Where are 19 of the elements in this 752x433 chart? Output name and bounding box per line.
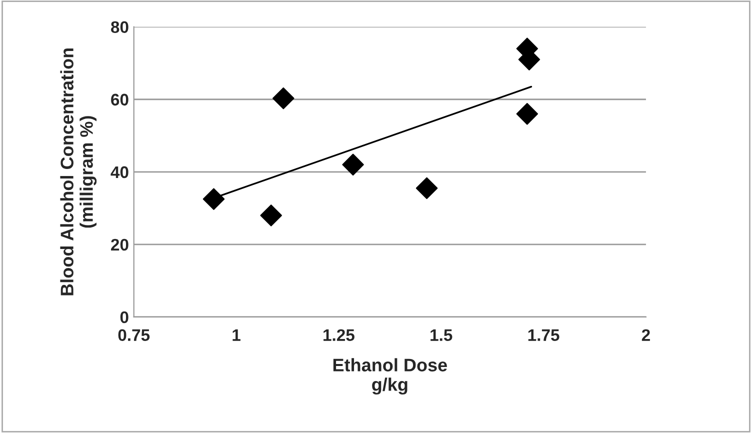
point (342, 154, 364, 176)
point (260, 204, 282, 226)
y-tick-label: 20 (111, 238, 128, 251)
point (516, 102, 538, 125)
y-tick-label: 0 (120, 311, 128, 324)
point (202, 188, 225, 210)
x-tick-label: 0.75 (118, 329, 150, 342)
x-tick-label: 1.5 (430, 329, 452, 342)
x-tick-label: 1 (232, 329, 240, 341)
point (416, 177, 438, 200)
point (272, 87, 294, 110)
x-tick-label: 2 (642, 329, 650, 341)
x-tick-label: 1.25 (324, 329, 354, 342)
y-tick-label: 80 (110, 21, 128, 34)
y-tick-label: 60 (111, 94, 128, 106)
y-tick-label: 40 (110, 166, 128, 178)
x-tick-label: 1.75 (528, 329, 560, 342)
y-axis-title: Blood Alcohol Concentration (milligram %) (60, 48, 97, 296)
x-axis-title: Ethanol Dose g/kg (333, 358, 447, 395)
